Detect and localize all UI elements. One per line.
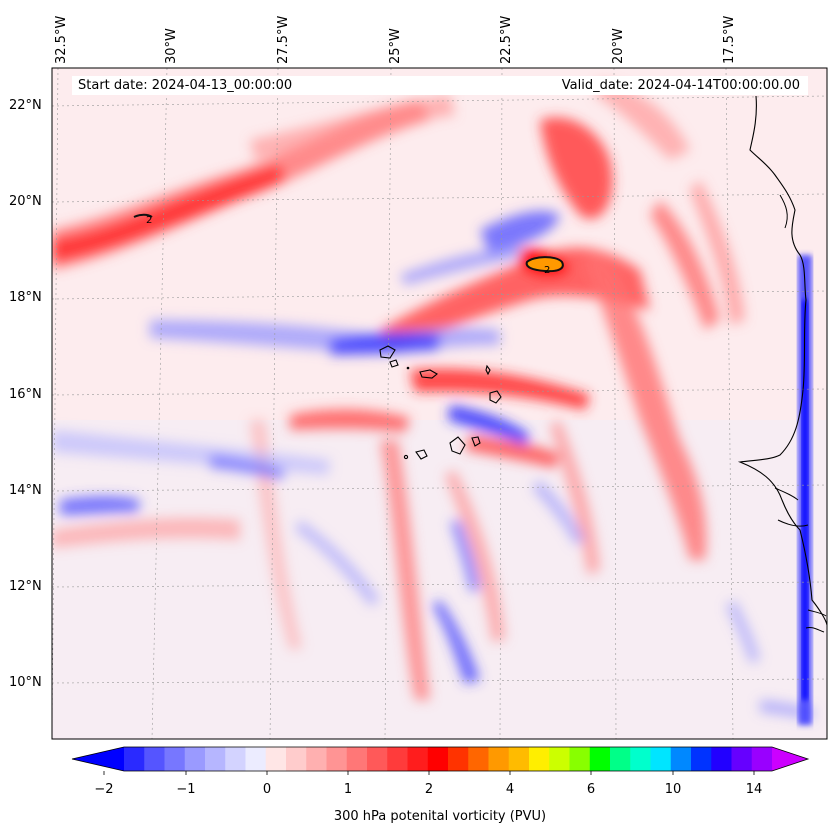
colorbar-tick-label: 6 [586,782,596,797]
colorbar-swatch [407,747,429,771]
lon-label: 27.5°W [276,15,291,64]
contour-label: 2 [146,215,152,226]
lon-label: 32.5°W [54,15,69,64]
colorbar-extend-high [772,747,808,771]
colorbar-tick-label: −2 [94,782,114,797]
colorbar-swatch [367,747,388,771]
colorbar-title: 300 hPa potenital vorticity (PVU) [333,809,547,824]
colorbar-swatch [508,747,530,771]
lat-label: 12°N [9,579,42,594]
colorbar-swatch [306,747,328,771]
map-plot-area [52,68,827,739]
colorbar-tick-label: 1 [343,782,353,797]
colorbar-swatch [184,747,206,771]
valid-date-label: Valid_date: 2024-04-14T00:00:00.00 [561,78,800,93]
colorbar-swatch [589,747,611,771]
colorbar-swatch [670,747,692,771]
colorbar-swatch [691,747,712,771]
colorbar-tick-label: −1 [176,782,196,797]
colorbar-outline [71,746,810,772]
colorbar-swatch [610,747,631,771]
colorbar-tick-label: 4 [505,782,515,797]
colorbar-swatch [630,747,652,771]
start-date-label: Start date: 2024-04-13_00:00:00 [78,78,293,93]
colorbar-swatch [124,747,145,771]
colorbar-swatch [569,747,591,771]
lat-label: 16°N [9,387,42,402]
colorbar-swatch [265,747,287,771]
colorbar [71,746,810,775]
lon-label: 22.5°W [499,15,514,64]
colorbar-swatch [144,747,166,771]
colorbar-swatch [731,747,753,771]
colorbar-swatch [427,747,449,771]
lon-label: 30°W [164,28,179,64]
lon-label: 20°W [611,28,626,64]
colorbar-tick-label: 14 [745,782,763,797]
lat-label: 22°N [9,98,42,113]
date-banner: Start date: 2024-04-13_00:00:00 Valid_da… [72,76,808,95]
lat-label: 20°N [9,194,42,209]
lat-label: 10°N [9,675,42,690]
colorbar-swatch [711,747,733,771]
colorbar-swatch [529,747,550,771]
colorbar-tick-label: 0 [262,782,272,797]
lon-label: 25°W [388,28,403,64]
contour-label: 2 [544,265,550,276]
colorbar-swatch [468,747,490,771]
colorbar-swatch [245,747,267,771]
lat-label: 14°N [9,483,42,498]
colorbar-swatch [164,747,186,771]
colorbar-swatch [488,747,510,771]
lat-label: 18°N [9,290,42,305]
colorbar-swatch [549,747,571,771]
colorbar-swatch [225,747,247,771]
colorbar-swatch [286,747,307,771]
colorbar-tick-label: 2 [424,782,434,797]
colorbar-swatch [650,747,672,771]
colorbar-swatch [448,747,469,771]
plot-frame [51,67,828,740]
colorbar-swatch [751,747,773,771]
colorbar-swatch [346,747,368,771]
colorbar-tick-label: 10 [664,782,682,797]
lon-label: 17.5°W [722,15,737,64]
colorbar-swatch [387,747,409,771]
colorbar-extend-low [72,747,124,771]
colorbar-swatch [205,747,226,771]
colorbar-swatch [326,747,348,771]
